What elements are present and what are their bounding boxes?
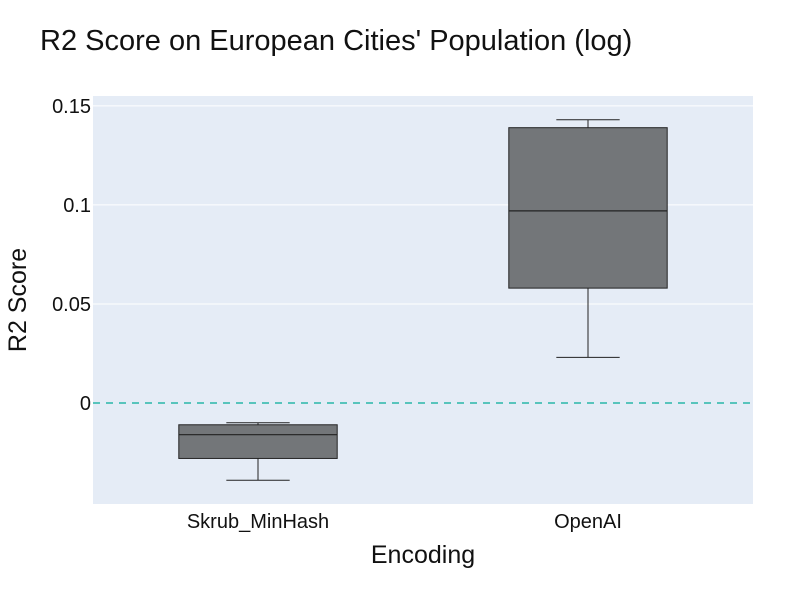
x-tick-label: Skrub_MinHash bbox=[187, 511, 329, 533]
box-body bbox=[508, 127, 668, 289]
y-tick-label: 0.05 bbox=[52, 294, 91, 316]
y-tick-label: 0 bbox=[80, 393, 91, 415]
x-axis-title: Encoding bbox=[371, 541, 475, 569]
box-body bbox=[178, 424, 338, 459]
tick-labels: 0 0.05 0.1 0.15 Skrub_MinHash OpenAI bbox=[52, 96, 622, 533]
chart-title: R2 Score on European Cities' Population … bbox=[40, 25, 632, 57]
box-skrub_minhash bbox=[178, 422, 338, 481]
y-tick-label: 0.1 bbox=[63, 195, 91, 217]
box-openai bbox=[508, 119, 668, 358]
x-tick-label: OpenAI bbox=[554, 511, 622, 533]
y-tick-label: 0.15 bbox=[52, 96, 91, 118]
y-axis-title: R2 Score bbox=[4, 248, 32, 352]
boxes bbox=[178, 119, 668, 481]
